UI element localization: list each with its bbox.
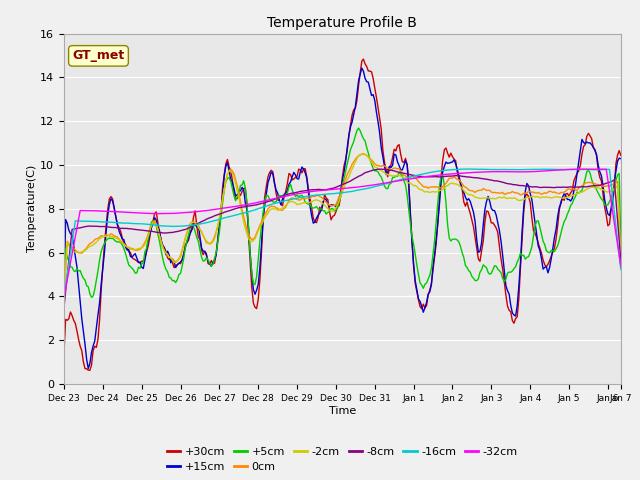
+5cm — [617, 240, 625, 246]
0cm — [358, 151, 365, 157]
0cm — [617, 259, 625, 264]
-8cm — [617, 258, 625, 264]
Line: -2cm: -2cm — [64, 154, 621, 296]
0cm — [60, 294, 68, 300]
+15cm — [219, 192, 227, 198]
-2cm — [60, 293, 68, 299]
-2cm — [296, 201, 304, 207]
+5cm — [60, 289, 68, 295]
0cm — [146, 226, 154, 232]
+30cm — [200, 252, 207, 258]
+15cm — [148, 225, 156, 231]
-32cm — [617, 263, 625, 269]
Line: -8cm: -8cm — [64, 169, 621, 307]
-16cm — [217, 216, 225, 222]
-32cm — [65, 268, 73, 274]
+15cm — [358, 65, 365, 71]
+5cm — [88, 294, 95, 300]
-2cm — [198, 229, 205, 235]
+15cm — [60, 297, 68, 303]
0cm — [198, 229, 205, 235]
+30cm — [65, 316, 73, 322]
+30cm — [219, 184, 227, 190]
-16cm — [468, 166, 476, 172]
+30cm — [617, 153, 625, 158]
+15cm — [403, 162, 411, 168]
-16cm — [296, 194, 304, 200]
+30cm — [86, 367, 93, 373]
+5cm — [298, 192, 306, 198]
+5cm — [65, 258, 73, 264]
Title: Temperature Profile B: Temperature Profile B — [268, 16, 417, 30]
-2cm — [217, 206, 225, 212]
-2cm — [617, 261, 625, 266]
Line: -16cm: -16cm — [64, 169, 621, 297]
Y-axis label: Temperature(C): Temperature(C) — [28, 165, 37, 252]
-8cm — [60, 304, 68, 310]
-8cm — [146, 228, 154, 234]
X-axis label: Time: Time — [329, 406, 356, 416]
-16cm — [198, 221, 205, 227]
Line: +30cm: +30cm — [64, 59, 621, 370]
+5cm — [403, 192, 411, 198]
0cm — [296, 197, 304, 203]
-8cm — [402, 171, 410, 177]
-32cm — [577, 166, 584, 172]
+30cm — [298, 170, 306, 176]
-32cm — [296, 191, 304, 196]
-32cm — [198, 208, 205, 214]
-32cm — [60, 294, 68, 300]
+15cm — [617, 156, 625, 162]
Text: GT_met: GT_met — [72, 49, 125, 62]
-32cm — [217, 205, 225, 211]
-2cm — [402, 177, 410, 183]
-8cm — [217, 211, 225, 216]
+5cm — [200, 258, 207, 264]
-8cm — [376, 166, 383, 172]
+5cm — [355, 125, 362, 131]
+30cm — [403, 162, 411, 168]
Legend: +30cm, +15cm, +5cm, 0cm, -2cm, -8cm, -16cm, -32cm: +30cm, +15cm, +5cm, 0cm, -2cm, -8cm, -16… — [163, 442, 522, 477]
-32cm — [146, 211, 154, 216]
-2cm — [65, 242, 73, 248]
-32cm — [400, 177, 408, 183]
-16cm — [60, 294, 68, 300]
Line: -32cm: -32cm — [64, 169, 621, 297]
0cm — [402, 173, 410, 179]
+15cm — [84, 366, 92, 372]
-8cm — [296, 189, 304, 194]
+15cm — [65, 227, 73, 233]
0cm — [65, 241, 73, 247]
-8cm — [198, 219, 205, 225]
-16cm — [65, 261, 73, 267]
Line: 0cm: 0cm — [64, 154, 621, 297]
-16cm — [146, 222, 154, 228]
-16cm — [617, 266, 625, 272]
Line: +5cm: +5cm — [64, 128, 621, 297]
+5cm — [148, 219, 156, 225]
+30cm — [60, 350, 68, 356]
-8cm — [65, 258, 73, 264]
-2cm — [146, 228, 154, 234]
-16cm — [400, 176, 408, 181]
Line: +15cm: +15cm — [64, 68, 621, 369]
-2cm — [360, 151, 367, 156]
0cm — [217, 206, 225, 212]
+5cm — [219, 200, 227, 205]
+15cm — [200, 248, 207, 254]
+30cm — [148, 223, 156, 229]
+15cm — [298, 164, 306, 170]
+30cm — [360, 56, 367, 62]
